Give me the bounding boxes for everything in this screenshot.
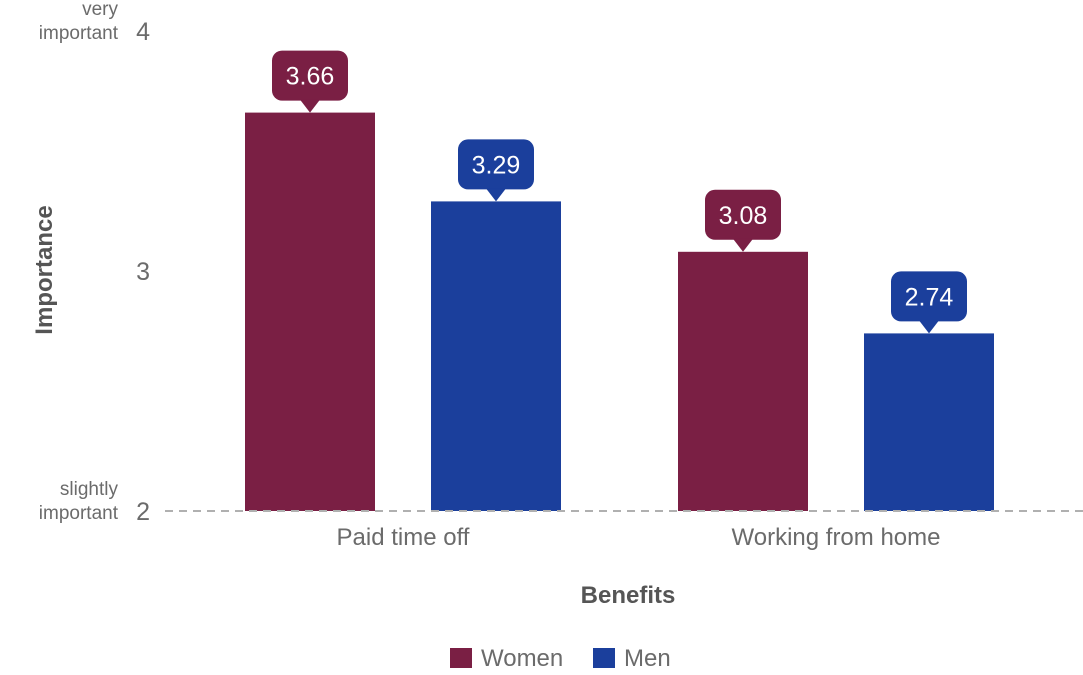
value-bubble-women-0 — [272, 50, 348, 101]
legend-swatch-men — [593, 648, 615, 668]
y-tick-desc-0-0: very — [82, 0, 118, 20]
bar-women-0 — [245, 112, 375, 511]
value-bubble-men-1 — [891, 271, 967, 322]
data-label-men-1: 2.74 — [905, 283, 954, 311]
value-bubble-women-1 — [705, 189, 781, 240]
y-tick-desc-0-1: important — [39, 23, 119, 44]
value-bubble-pointer-women-0 — [300, 99, 320, 113]
data-label-men-0: 3.29 — [472, 151, 521, 179]
value-bubble-pointer-men-1 — [919, 320, 939, 334]
data-label-women-1: 3.08 — [719, 202, 768, 230]
y-axis-title: Importance — [31, 205, 58, 334]
data-label-women-0: 3.66 — [286, 63, 335, 91]
value-bubble-pointer-men-0 — [486, 188, 506, 202]
bar-men-1 — [864, 333, 994, 511]
y-tick-desc-2-0: slightly — [60, 479, 119, 500]
bar-men-0 — [431, 201, 561, 511]
y-tick-desc-2-1: important — [39, 503, 119, 524]
legend-label-women: Women — [481, 645, 563, 670]
legend-label-men: Men — [624, 645, 671, 670]
x-tick-label-1: Working from home — [732, 524, 941, 551]
x-tick-label-0: Paid time off — [337, 524, 470, 551]
legend-swatch-women — [450, 648, 472, 668]
y-tick-label-1: 3 — [136, 258, 150, 286]
x-axis-title: Benefits — [581, 582, 676, 609]
y-tick-label-0: 4 — [136, 18, 150, 46]
value-bubble-pointer-women-1 — [733, 238, 753, 252]
value-bubble-men-0 — [458, 139, 534, 190]
y-tick-label-2: 2 — [136, 498, 150, 526]
bar-women-1 — [678, 251, 808, 512]
